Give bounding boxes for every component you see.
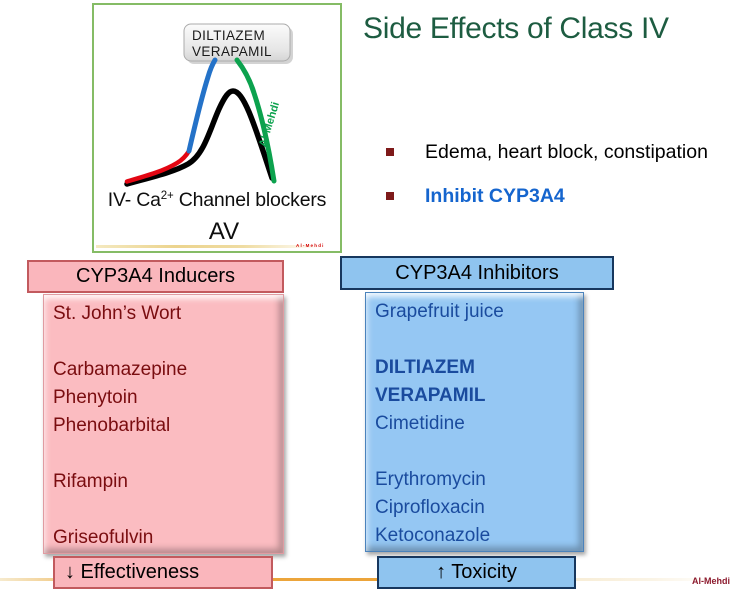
bullet-item: Edema, heart block, constipation [386,141,708,164]
bullet-square-icon [386,148,394,156]
bullet-square-icon [386,192,394,200]
inducer-drug [53,440,283,468]
orange-divider-line [0,578,743,581]
inducers-header: CYP3A4 Inducers [27,260,284,293]
figure-caption: IV- Ca2+ Channel blockers [94,189,340,212]
action-potential-curves: DILTIAZEM VERAPAMIL [124,23,293,187]
inducer-drug [53,496,283,524]
blue-upstroke-line [186,57,218,154]
inducer-drug: Rifampin [53,471,128,492]
bullet-text: Edema, heart block, constipation [425,141,708,163]
bullet-item: Inhibit CYP3A4 [386,185,708,208]
bullet-text: Inhibit CYP3A4 [425,185,565,207]
inhibitor-drug [375,438,583,466]
caption-superscript: 2+ [160,190,174,202]
action-potential-figure: DILTIAZEM VERAPAMIL Al-Mehdi IV- Ca2+ Ch… [92,3,342,253]
slide-watermark: Al-Mehdi [692,576,730,586]
black-action-potential-curve [124,88,275,187]
inhibitor-drug: DILTIAZEM [375,357,475,378]
caption-suffix: Channel blockers [173,189,327,211]
inhibitor-drug: Ciprofloxacin [375,497,485,518]
inhibitor-drug [375,326,583,354]
slide-title: Side Effects of Class IV [363,12,669,45]
inducer-drug: Carbamazepine [53,359,188,380]
red-phase4-segment [124,148,192,184]
inhibitor-drug: Erythromycin [375,469,486,490]
inducer-drug: St. John’s Wort [53,303,182,324]
effectiveness-label: ↓ Effectiveness [53,556,273,589]
inducer-drug: Phenytoin [53,387,138,408]
inhibitor-drug: Cimetidine [375,413,465,434]
caption-prefix: IV- Ca [107,189,161,211]
inducer-drug: Griseofulvin [53,527,154,548]
inhibitors-header: CYP3A4 Inhibitors [340,256,614,290]
inducer-drug: Phenobarbital [53,415,171,436]
inhibitor-drug: Grapefruit juice [375,301,504,322]
figure-bottom-accent-line [96,245,322,248]
green-repolarization-line [234,57,277,184]
inhibitors-panel: Grapefruit juice DILTIAZEM VERAPAMIL Cimet… [365,292,584,552]
inducers-panel: St. John’s Wort Carbamazepine Phenytoin Ph… [43,294,284,554]
figure-tiny-watermark: Al-Mehdi [296,243,325,248]
inhibitor-drug: Ketoconazole [375,525,491,546]
inhibitor-drug: VERAPAMIL [375,385,486,406]
toxicity-label: ↑ Toxicity [377,556,576,589]
av-node-label: AV [208,218,240,245]
drug-label-line2: VERAPAMIL [192,44,272,59]
bullet-list: Edema, heart block, constipation Inhibit… [386,141,708,229]
drug-label-line1: DILTIAZEM [192,28,265,43]
inducer-drug [53,328,283,356]
